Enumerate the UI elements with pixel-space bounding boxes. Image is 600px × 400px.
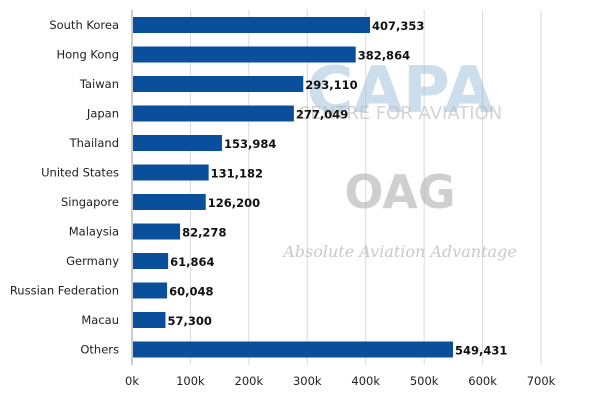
x-tick-label: 500k bbox=[410, 374, 439, 388]
value-label: 131,182 bbox=[211, 167, 263, 181]
bar bbox=[133, 194, 206, 210]
value-label: 153,984 bbox=[224, 137, 276, 151]
x-tick-label: 300k bbox=[293, 374, 322, 388]
value-label: 57,300 bbox=[167, 314, 211, 328]
category-label: Singapore bbox=[61, 195, 119, 209]
oag-watermark: OAG Absolute Aviation Advantage bbox=[281, 165, 517, 261]
category-label: South Korea bbox=[49, 18, 119, 32]
value-label: 60,048 bbox=[169, 285, 213, 299]
category-label: Russian Federation bbox=[10, 284, 119, 298]
bar bbox=[133, 46, 356, 63]
gridlines bbox=[189, 10, 542, 365]
x-tick-label: 0k bbox=[125, 374, 139, 388]
x-tick-label: 700k bbox=[527, 374, 556, 388]
value-label: 277,049 bbox=[296, 108, 348, 122]
capa-watermark: CAPA CENTRE FOR AVIATION bbox=[298, 54, 502, 128]
value-label: 407,353 bbox=[372, 19, 424, 33]
bar bbox=[133, 135, 222, 151]
bar bbox=[133, 312, 166, 328]
x-tick-label: 100k bbox=[176, 374, 205, 388]
bar bbox=[133, 164, 209, 181]
category-label: Thailand bbox=[69, 136, 119, 150]
bar bbox=[133, 17, 371, 33]
bars bbox=[133, 17, 454, 358]
capa-tagline: CENTRE FOR AVIATION bbox=[298, 103, 502, 124]
bar bbox=[133, 76, 304, 92]
category-label: Hong Kong bbox=[56, 48, 119, 62]
category-label: Macau bbox=[81, 313, 119, 327]
x-tick-label: 600k bbox=[468, 374, 497, 388]
value-label: 549,431 bbox=[455, 344, 507, 358]
category-label: Others bbox=[80, 343, 119, 357]
category-label: Germany bbox=[66, 254, 119, 268]
oag-tagline: Absolute Aviation Advantage bbox=[281, 242, 517, 261]
x-tick-label: 400k bbox=[351, 374, 380, 388]
bar bbox=[133, 253, 169, 269]
value-label: 382,864 bbox=[358, 49, 410, 63]
bar bbox=[133, 223, 181, 240]
category-label: United States bbox=[41, 166, 119, 180]
x-tick-label: 200k bbox=[235, 374, 264, 388]
value-labels: 407,353 382,864 293,110 277,049 153,984 131,1… bbox=[167, 19, 507, 358]
bar bbox=[133, 341, 454, 358]
category-label: Malaysia bbox=[69, 225, 119, 239]
category-label: Taiwan bbox=[79, 77, 119, 91]
category-labels: South Korea Hong Kong Taiwan Japan Thailand U… bbox=[10, 18, 119, 357]
oag-logo: OAG bbox=[344, 165, 455, 219]
x-axis-ticks: 0k 100k 200k 300k 400k 500k 600k 700k bbox=[125, 374, 556, 388]
capa-logo: CAPA bbox=[306, 54, 494, 128]
bar bbox=[133, 282, 168, 299]
bar bbox=[133, 105, 294, 122]
value-label: 293,110 bbox=[305, 78, 357, 92]
value-label: 82,278 bbox=[182, 226, 226, 240]
value-label: 61,864 bbox=[170, 255, 214, 269]
category-label: Japan bbox=[86, 107, 119, 121]
value-label: 126,200 bbox=[208, 196, 260, 210]
